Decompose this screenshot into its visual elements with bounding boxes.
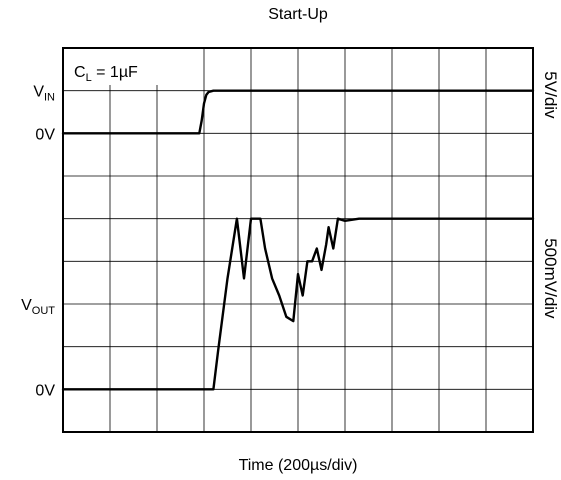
channel-label-sub: OUT — [32, 305, 56, 317]
trace-1 — [61, 89, 535, 135]
channel-label-base: V — [33, 84, 44, 101]
annotation-load-capacitance: CL = 1µF — [74, 64, 138, 84]
channel-label-1: VIN — [33, 84, 55, 104]
traces — [61, 89, 535, 391]
annotation-base: C — [74, 64, 86, 81]
scale-label-1: 5V/div — [541, 71, 560, 119]
channel-label-base: 0V — [35, 382, 55, 399]
plot-frame — [62, 47, 534, 433]
channel-label-sub: IN — [44, 92, 55, 104]
grid — [63, 48, 533, 432]
channel-label-base: V — [21, 297, 32, 314]
annotation-rest: = 1µF — [92, 64, 138, 81]
channel-label-3: VOUT — [21, 297, 55, 317]
channel-label-2: 0V — [35, 126, 55, 143]
right-labels: 5V/div 500mV/div — [541, 71, 560, 319]
annotation-sub: L — [86, 72, 92, 84]
annotation-box — [64, 49, 162, 85]
x-axis-label: Time (200µs/div) — [239, 457, 358, 474]
channel-label-base: 0V — [35, 126, 55, 143]
chart-title: Start-Up — [268, 6, 328, 23]
trace-2 — [61, 217, 535, 391]
channel-label-4: 0V — [35, 382, 55, 399]
scale-label-2: 500mV/div — [541, 238, 560, 319]
